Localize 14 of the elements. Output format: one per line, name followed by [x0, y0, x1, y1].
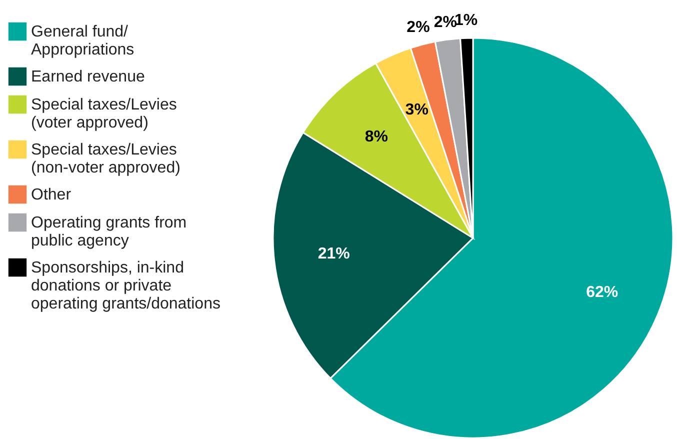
legend-label: Earned revenue [31, 68, 145, 86]
data-label: 1% [454, 12, 478, 30]
legend-label: Special taxes/Levies (non-voter approved) [31, 142, 180, 176]
data-label: 8% [364, 128, 388, 146]
data-label: 3% [405, 102, 428, 119]
data-label: 2% [434, 14, 457, 31]
legend-label: Sponsorships, in-kind donations or private operating grants/donations [31, 260, 220, 312]
data-label: 2% [406, 18, 430, 36]
data-label: 21% [318, 246, 350, 263]
legend-label: Special taxes/Levies (voter approved) [31, 96, 177, 132]
legend-label: Operating grants from public agency [31, 214, 187, 250]
legend-label: General fund/Appropriations [31, 24, 134, 58]
data-label: 62% [586, 284, 618, 302]
legend-label: Other [31, 186, 72, 204]
